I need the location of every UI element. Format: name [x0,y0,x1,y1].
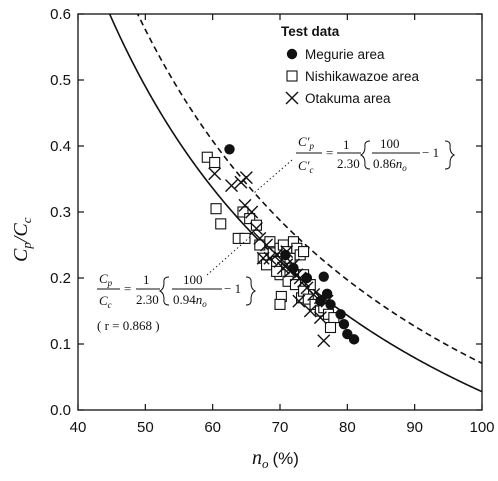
point-filled-circle [325,299,336,310]
point-x [263,251,277,265]
eq-solid-coef-num: 1 [143,272,150,287]
eq-dashed-inner-den: 0.86no [373,156,407,173]
point-x [245,205,259,219]
legend-marker-open-square [286,70,298,82]
point-filled-circle [338,319,350,330]
point-filled-circle [318,271,329,282]
eq-solid-equals: = [124,281,131,296]
point-open-square [210,203,222,215]
y-tick-label: 0.6 [50,6,71,23]
point-open-square [250,219,262,231]
x-tick-label: 60 [204,419,221,436]
point-x [303,304,317,318]
legend: Test data Megurie area Nishikawazoe area O… [281,24,420,106]
point-x [260,238,274,252]
legend-marker-x [285,91,299,105]
y-tick-label: 0.5 [50,72,71,89]
leader-solid [206,236,251,276]
data-points [201,144,360,348]
legend-title: Test data [281,24,340,39]
legend-label: Megurie area [305,47,385,62]
point-open-square [324,321,337,334]
eq-solid-correlation: ( r = 0.868 ) [97,318,160,333]
eq-solid-minus: − 1 [224,281,241,296]
fit-curves [108,14,482,393]
point-filled-circle [348,334,360,345]
point-open-square [274,298,286,310]
y-tick-label: 0.4 [50,138,71,155]
point-x [239,171,253,185]
point-open-square [239,232,251,244]
eq-solid-inner-num: 100 [183,272,203,287]
eq-dashed-inner-num: 100 [380,136,400,151]
point-open-square [298,246,310,258]
legend-label: Nishikawazoe area [305,69,420,84]
point-x [276,261,290,275]
eq-solid-lhs-den: Cc [99,293,112,310]
eq-solid-inner-den: 0.94no [173,292,207,309]
equation-dashed: C′p C′c = 1 2.30 100 0.86no − 1 [296,134,456,175]
point-filled-circle [288,262,299,274]
point-x [208,167,222,181]
point-filled-circle [301,272,313,284]
x-axis-title: no (%) [252,447,299,471]
x-tick-label: 100 [469,419,494,436]
x-tick-label: 50 [137,419,154,436]
point-x [249,222,263,235]
eq-dashed-coef-num: 1 [343,137,350,152]
point-filled-circle [315,295,326,307]
point-x [256,251,270,265]
fit-curve-dashed [136,14,482,365]
eq-dashed-lhs-den: C′c [298,158,314,175]
x-tick-label: 40 [70,419,87,436]
y-tick-label: 0.3 [50,204,71,221]
leader-dashed [253,159,293,194]
x-tick-label: 70 [272,419,289,436]
y-tick-label: 0.1 [50,336,71,353]
point-x [292,294,306,308]
point-filled-circle [321,288,333,300]
point-x [313,311,327,325]
point-filled-circle [224,144,235,155]
point-open-square [271,265,283,277]
y-axis-title: Cp/Cc [10,217,34,262]
fit-curve-solid [108,14,482,393]
eq-dashed-equals: = [326,145,333,160]
x-tick-label: 90 [406,419,423,436]
y-tick-label: 0.2 [50,270,71,287]
eq-dashed-minus: − 1 [422,145,439,160]
legend-label: Otakuma area [305,91,391,106]
point-filled-circle [335,309,346,320]
eq-solid-lhs-num: Cp [99,271,113,288]
point-open-square [209,156,221,169]
legend-marker-filled-circle [286,48,298,60]
eq-dashed-coef-den: 2.30 [337,156,360,171]
axis-ticks: 40 50 60 70 80 90 100 0.0 0.1 0.2 0.3 0.4 0.5 0.6 [50,6,494,436]
x-tick-label: 80 [339,419,356,436]
eq-dashed-lhs-num: C′p [298,134,315,151]
equation-solid: Cp Cc = 1 2.30 100 0.94no − 1 ( r = 0.86… [97,271,257,333]
eq-solid-coef-den: 2.30 [136,292,159,307]
point-filled-circle [280,249,291,261]
point-x [225,179,239,193]
y-tick-label: 0.0 [50,402,71,419]
point-open-square [215,218,227,230]
point-x [317,334,331,348]
